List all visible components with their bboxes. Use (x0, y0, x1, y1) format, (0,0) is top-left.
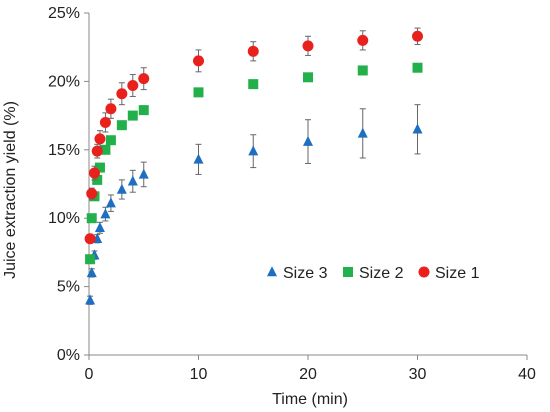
data-point-size-1 (412, 30, 423, 42)
legend-label: Size 3 (283, 265, 328, 282)
data-point-size-1 (127, 80, 139, 92)
legend-marker-size-1 (418, 266, 430, 278)
y-tick-label: 10% (48, 210, 80, 227)
data-point-size-1 (88, 167, 100, 179)
y-tick-label: 0% (57, 347, 80, 364)
data-point-size-3 (357, 127, 368, 138)
x-tick-label: 30 (409, 366, 427, 383)
axes: 0% 5% 10% 15% 20% 25% 0 10 20 30 40 (48, 5, 536, 383)
data-point-size-2 (116, 120, 127, 131)
data-point-size-3 (86, 267, 97, 278)
x-axis-label: Time (min) (272, 391, 348, 408)
data-point-size-2 (85, 254, 96, 265)
data-point-size-1 (116, 88, 128, 100)
legend-marker-size-2 (343, 267, 353, 277)
data-point-size-1 (302, 40, 314, 52)
data-point-size-3 (138, 168, 149, 179)
x-tick-label: 0 (85, 366, 94, 383)
data-point-size-3 (100, 208, 111, 219)
y-tick-label: 20% (48, 73, 80, 90)
y-axis-label: Juice extraction yield (%) (2, 101, 19, 279)
data-point-size-3 (127, 175, 138, 186)
data-point-size-2 (193, 87, 204, 98)
data-point-size-2 (303, 72, 313, 83)
data-point-size-3 (85, 294, 96, 305)
data-point-size-1 (105, 103, 117, 115)
data-point-size-1 (247, 45, 259, 57)
data-point-size-2 (248, 79, 259, 90)
data-point-size-2 (86, 213, 97, 224)
data-point-size-1 (138, 73, 150, 85)
data-point-size-1 (94, 133, 106, 145)
legend-marker-size-3 (267, 266, 277, 277)
data-point-size-2 (357, 65, 368, 76)
x-tick-label: 40 (518, 366, 536, 383)
data-marks (84, 27, 423, 305)
data-point-size-1 (99, 116, 111, 128)
legend: Size 3 Size 2 Size 1 (267, 265, 480, 282)
y-tick-label: 25% (48, 5, 80, 22)
data-point-size-3 (412, 123, 423, 134)
data-point-size-3 (116, 183, 127, 194)
y-tick-label: 15% (48, 142, 80, 159)
y-tick-label: 5% (57, 279, 80, 296)
data-point-size-2 (105, 135, 116, 146)
series-size-1 (84, 27, 423, 245)
data-point-size-2 (100, 144, 111, 155)
data-point-size-2 (138, 105, 149, 116)
data-point-size-3 (248, 145, 259, 156)
data-point-size-1 (84, 233, 96, 245)
series-size-2 (85, 62, 423, 265)
data-point-size-2 (94, 162, 105, 173)
data-point-size-3 (303, 135, 313, 146)
legend-label: Size 2 (359, 265, 404, 282)
x-tick-label: 10 (190, 366, 208, 383)
data-point-size-1 (86, 188, 98, 200)
data-point-size-3 (105, 197, 116, 208)
data-point-size-2 (412, 62, 423, 73)
data-point-size-3 (94, 222, 105, 233)
x-tick-label: 20 (299, 366, 317, 383)
data-point-size-1 (193, 55, 204, 67)
data-point-size-2 (127, 110, 138, 121)
data-point-size-1 (357, 34, 369, 46)
legend-label: Size 1 (435, 265, 480, 282)
data-point-size-3 (193, 153, 204, 164)
data-point-size-1 (91, 145, 103, 157)
